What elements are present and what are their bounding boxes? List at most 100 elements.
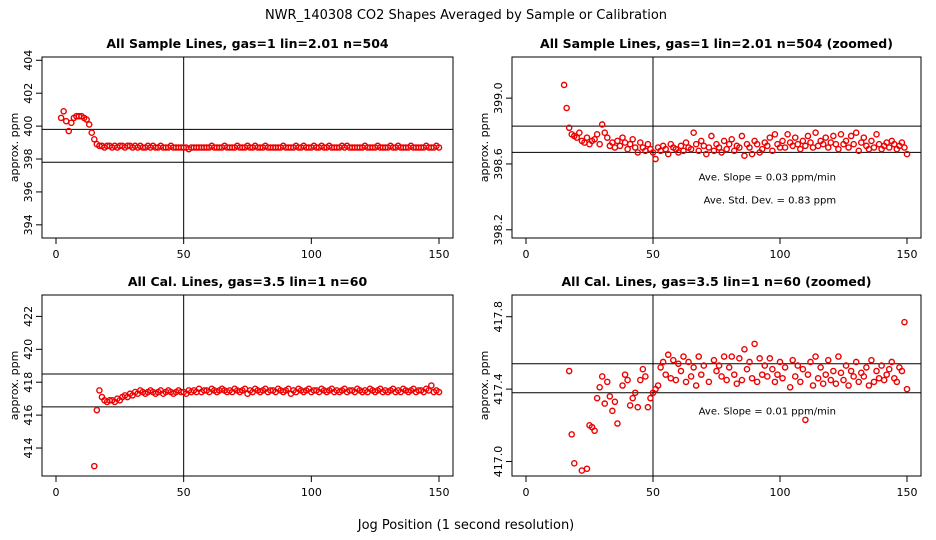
data-point [832, 140, 840, 148]
y-tick-label: 414 [22, 438, 35, 459]
data-point [85, 121, 93, 128]
data-point [860, 134, 868, 141]
data-point [855, 378, 863, 386]
data-point [611, 398, 619, 406]
data-point [738, 132, 746, 140]
data-point [692, 140, 700, 148]
data-point [697, 371, 705, 378]
data-point [598, 373, 606, 380]
y-tick-label: 422 [22, 306, 35, 327]
data-point [898, 367, 906, 375]
panel-title: All Cal. Lines, gas=3.5 lin=1 n=60 (zoom… [562, 274, 872, 289]
data-point [730, 147, 738, 155]
data-point [687, 145, 695, 153]
data-point [852, 129, 860, 136]
data-point [746, 144, 753, 151]
figure-title: NWR_140308 CO2 Shapes Averaged by Sample… [265, 8, 667, 23]
data-point [845, 382, 852, 389]
data-point [769, 365, 776, 373]
data-point [720, 137, 728, 145]
plot-frame [511, 56, 922, 239]
data-point [725, 364, 733, 371]
data-points [565, 318, 911, 474]
data-point [822, 134, 830, 141]
data-point [710, 356, 718, 364]
data-point [715, 362, 723, 369]
data-point [670, 356, 677, 364]
data-point [644, 140, 652, 148]
data-point [576, 129, 583, 136]
data-point [771, 378, 779, 386]
data-point [568, 431, 576, 438]
data-point [748, 374, 756, 382]
data-point [847, 367, 855, 375]
data-point [705, 378, 713, 386]
data-point [880, 376, 888, 384]
data-point [802, 416, 809, 424]
figure-xlabel: Jog Position (1 second resolution) [357, 518, 575, 533]
data-point [837, 131, 845, 138]
y-tick-label: 398.2 [492, 214, 505, 246]
data-point [817, 364, 824, 371]
x-tick-label: 100 [301, 486, 322, 499]
data-point [609, 407, 616, 415]
data-point [873, 367, 880, 375]
data-point [639, 365, 647, 373]
panel-4: All Cal. Lines, gas=3.5 lin=1 n=60 (zoom… [478, 274, 922, 499]
x-tick-label: 50 [177, 248, 191, 261]
data-point [797, 378, 804, 386]
data-point [797, 145, 804, 153]
data-point [746, 358, 753, 366]
plot-frame [511, 294, 922, 477]
data-point [794, 362, 802, 369]
data-point [68, 119, 75, 127]
y-tick-label: 417.4 [492, 373, 505, 405]
data-point [756, 355, 763, 362]
data-point [629, 135, 636, 143]
y-tick-label: 418 [22, 372, 35, 393]
data-point [88, 129, 96, 136]
data-point [596, 140, 603, 148]
x-tick-label: 50 [646, 248, 660, 261]
data-point [637, 139, 644, 146]
data-point [93, 406, 101, 414]
data-point [898, 139, 906, 146]
data-point [743, 365, 751, 373]
data-point [573, 134, 581, 141]
data-point [649, 149, 657, 156]
y-tick-label: 400 [22, 116, 35, 137]
data-point [781, 144, 789, 151]
data-point [730, 371, 738, 378]
data-point [682, 139, 690, 146]
data-point [903, 385, 911, 393]
y-axis-label: approx. ppm [8, 351, 21, 421]
x-tick-label: 50 [646, 486, 660, 499]
data-point [435, 388, 443, 396]
data-point [626, 140, 634, 148]
data-point [435, 144, 443, 151]
data-point [697, 137, 705, 145]
data-point [642, 373, 649, 380]
data-point [565, 124, 573, 132]
data-point [837, 369, 845, 377]
x-tick-label: 150 [429, 248, 450, 261]
data-point [799, 137, 807, 145]
data-point [591, 135, 598, 143]
data-point [807, 139, 814, 146]
panel-title: All Sample Lines, gas=1 lin=2.01 n=504 (… [540, 36, 893, 51]
data-point [680, 353, 687, 360]
data-point [824, 144, 832, 151]
y-tick-label: 396 [22, 181, 35, 202]
data-point [619, 134, 626, 141]
data-point [654, 382, 662, 389]
y-tick-label: 417.8 [492, 301, 505, 333]
data-point [893, 378, 901, 386]
data-point [705, 144, 713, 151]
data-point [809, 382, 817, 389]
panels: All Sample Lines, gas=1 lin=2.01 n=504 0 5… [8, 36, 922, 499]
data-point [842, 362, 850, 369]
data-point [690, 364, 697, 371]
data-point [619, 382, 626, 389]
data-point [870, 378, 878, 386]
data-point [847, 132, 855, 140]
